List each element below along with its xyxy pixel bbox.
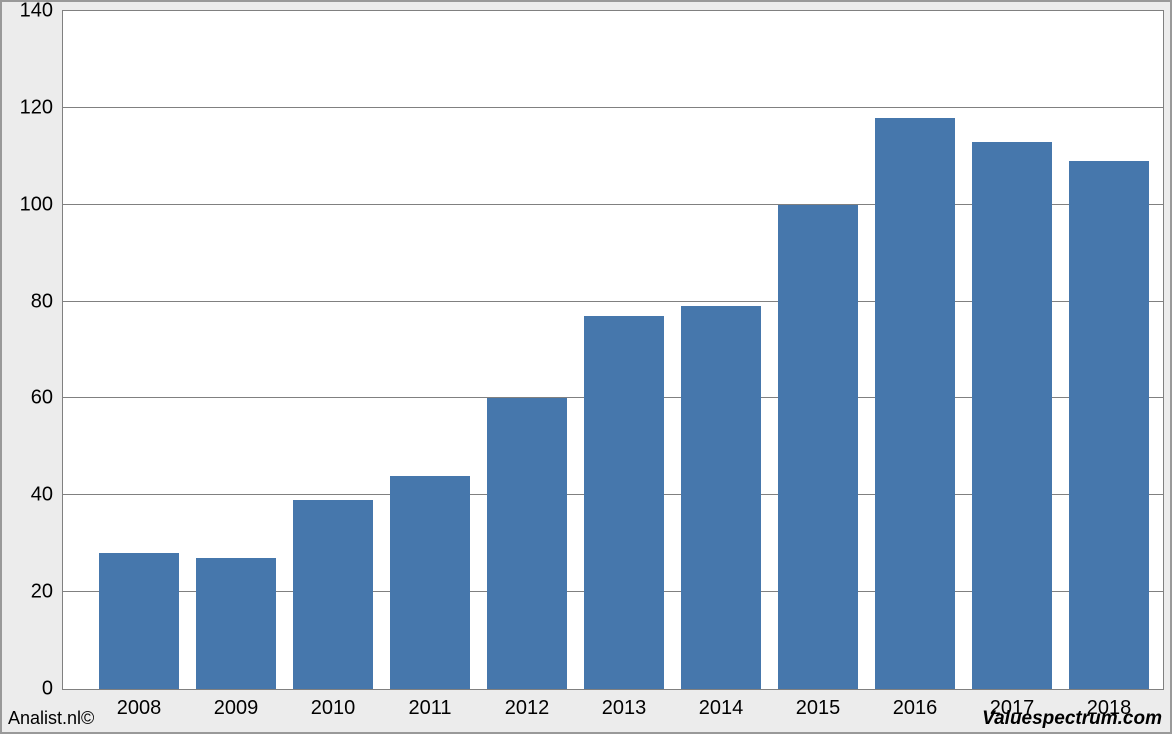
x-tick-label: 2009 <box>214 697 259 720</box>
footer-right-text: Valuespectrum.com <box>982 708 1162 730</box>
x-tick-label: 2011 <box>408 697 451 720</box>
y-tick-label: 60 <box>31 387 53 410</box>
bar <box>293 500 373 689</box>
y-tick-label: 0 <box>42 678 53 701</box>
x-tick-label: 2010 <box>311 697 356 720</box>
footer-left-text: Analist.nl© <box>8 708 94 729</box>
x-tick-label: 2013 <box>602 697 647 720</box>
bar <box>972 142 1052 689</box>
y-tick-label: 40 <box>31 484 53 507</box>
bar <box>196 558 276 689</box>
x-tick-label: 2014 <box>699 697 744 720</box>
chart-container: 0 20 40 60 80 100 120 140 2008 2009 2010 2011 2012 20… <box>0 0 1172 734</box>
bar <box>584 316 664 689</box>
x-tick-label: 2008 <box>117 697 162 720</box>
gridline <box>63 107 1163 108</box>
plot-area: 0204060801001201402008200920102011201220… <box>62 10 1164 690</box>
y-tick-label: 100 <box>20 193 53 216</box>
y-tick-label: 80 <box>31 290 53 313</box>
bar <box>875 118 955 689</box>
bar <box>487 398 567 689</box>
bar <box>1069 161 1149 689</box>
bar <box>390 476 470 689</box>
bar <box>99 553 179 689</box>
x-tick-label: 2016 <box>893 697 938 720</box>
x-tick-label: 2012 <box>505 697 550 720</box>
bar <box>681 306 761 689</box>
y-tick-label: 120 <box>20 96 53 119</box>
x-tick-label: 2015 <box>796 697 841 720</box>
bar <box>778 205 858 689</box>
y-tick-label: 20 <box>31 581 53 604</box>
y-tick-label: 140 <box>20 0 53 23</box>
